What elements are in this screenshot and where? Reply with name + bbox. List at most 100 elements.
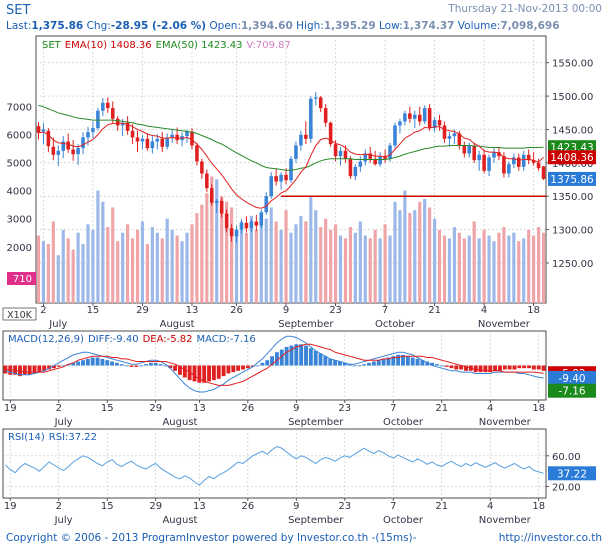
macd-bar [114,362,119,366]
volume-bar [195,213,199,303]
candle-body [363,153,368,162]
volume-scale-tag: X10K [2,307,37,321]
volume-bar [368,238,372,303]
macd-bar [129,365,134,367]
macd-bar [284,346,289,366]
candle-body [86,132,90,138]
volume-bar [507,235,511,303]
price-tick-label: 1300.00 [552,226,593,237]
candle-body [125,122,130,131]
volume-bar [497,232,501,303]
candle-body [408,113,412,119]
volume-bar [353,232,357,303]
candle-body [264,196,269,213]
legend-entry: RSI(14) [8,432,45,443]
candle-body [101,102,105,111]
value-tag-label: -7.16 [558,386,585,398]
volume-tick-label: 3000 [7,215,32,226]
value-tag-label: 1408.36 [550,152,594,164]
volume-bar [413,210,417,303]
volume-bar [408,213,412,303]
macd-bar [153,362,158,366]
candle-body [51,146,56,155]
candle-body [190,131,194,146]
macd-bar [430,362,435,366]
volume-scale-label: X10K [7,310,33,321]
volume-bar [249,215,253,303]
candle-body [195,145,199,162]
x-day-label: 7 [390,501,396,512]
volume-bar [155,232,159,303]
candle-body [313,97,318,99]
macd-bar [405,356,410,366]
candle-body [66,141,70,150]
macd-bar [71,362,76,366]
x-month-label: September [278,319,334,330]
candle-body [36,126,41,133]
volume-bar [452,227,456,303]
macd-bar [464,365,468,371]
macd-bar [76,361,81,366]
macd-bar [173,365,178,371]
x-day-label: 4 [481,305,487,316]
volume-bar [398,210,402,303]
volume-bar [502,227,506,303]
x-day-label: 13 [193,403,206,414]
volume-tick-label: 7000 [7,102,32,113]
legend-entry: DEA:-5.82 [143,334,193,345]
macd-bar [507,365,512,370]
macd-x-axis: 19 2 15 29 13 26 9 23 7 21 4 18 July August September O… [4,400,545,428]
macd-bar [454,365,459,370]
x-month-label: October [383,515,424,526]
legend-entry: SET [42,40,62,51]
volume-bar [294,224,298,303]
candle-body [373,158,377,165]
volume-current-box [7,272,36,285]
candle-body [155,138,160,142]
volume-bar [71,249,75,303]
candle-body [299,134,303,146]
volume-bar [289,232,293,303]
volume-bar [363,235,367,303]
candle-body [447,136,452,139]
candle-body [536,162,541,169]
macd-bar [81,360,85,366]
x-month-label: November [479,417,532,428]
site-url[interactable]: http://investor.co.th [499,532,602,544]
macd-bar [396,354,401,366]
volume-axis-labels: 7000600050004000300020001000 [7,102,32,282]
x-month-label: September [288,417,344,428]
candle-body [145,138,150,149]
volume-bar [185,232,189,303]
copyright-text: Copyright © 2006 - 2013 ProgramInvestor … [6,532,417,544]
macd-bar [328,358,333,366]
candle-body [368,153,373,159]
macd-histogram [3,344,546,383]
quote-stats: Last:1,375.86 Chg:-28.95 (-2.06 %) Open:… [6,20,560,32]
macd-bar [47,365,51,370]
candle-body [224,213,229,229]
stat-label: Low: [376,20,403,32]
value-tag [548,171,596,186]
volume-bar [462,238,466,303]
volume-bar [111,207,115,303]
x-day-label: 21 [435,403,448,414]
legend-entry: RSI:37.22 [49,432,97,443]
candle-body [249,221,254,229]
candle-body [492,152,496,158]
volume-bar [86,224,90,303]
price-tick-label: 1500.00 [552,92,593,103]
candle-body [56,150,61,155]
candle-body [413,114,417,119]
stat-label: Volume: [454,20,500,32]
volume-bar [190,224,194,303]
volume-bar [532,235,536,303]
price-x-axis: 2 15 29 13 26 9 23 7 21 4 18 July August September Oct… [40,303,540,330]
volume-bar [333,224,338,303]
volume-bar [522,238,526,303]
x-day-label: 19 [4,403,17,414]
candle-body [284,174,288,181]
candle-body [333,144,338,157]
volume-tick-label: 5000 [7,158,32,169]
